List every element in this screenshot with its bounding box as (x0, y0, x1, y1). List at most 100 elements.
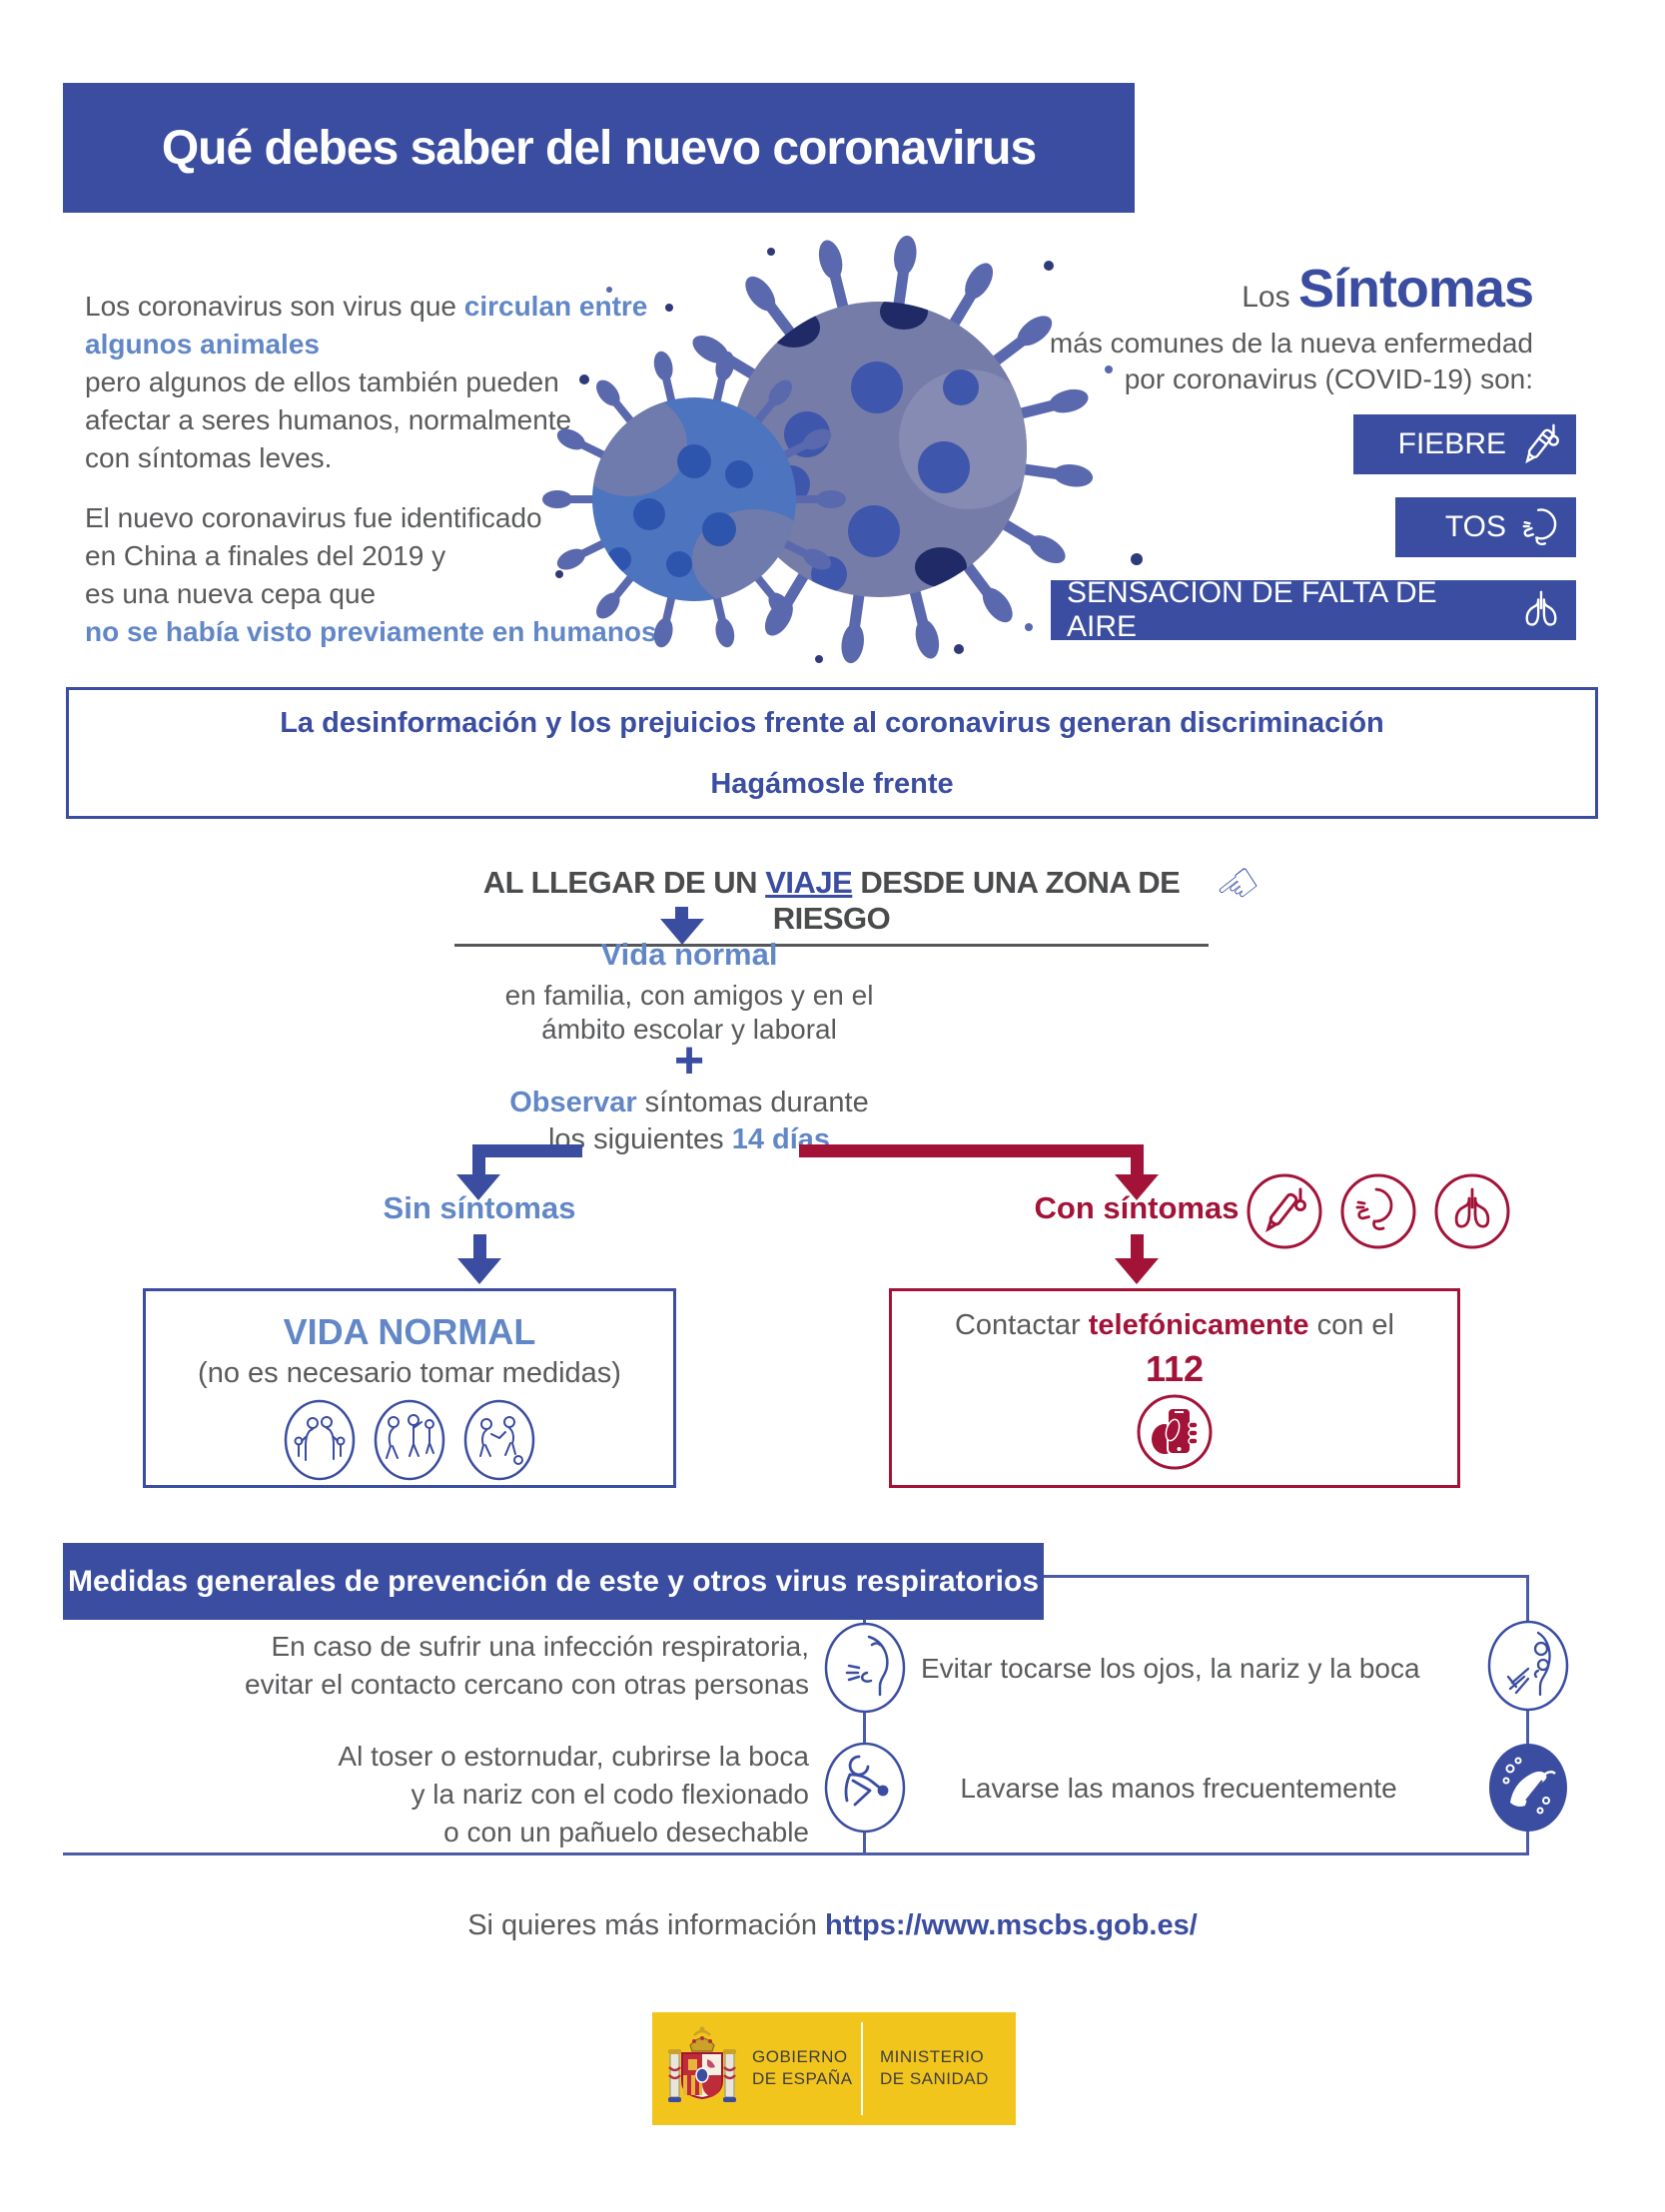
intro-text: Los coronavirus son virus que circulan e… (85, 288, 704, 651)
more-info-line: Si quieres más información https://www.m… (0, 1909, 1665, 1942)
connector-bottom-line (63, 1852, 1529, 1855)
symptom-badge-fiebre: FIEBRE (1353, 414, 1576, 474)
fever-circle-icon (1247, 1173, 1322, 1249)
coughing-face-icon (824, 1622, 906, 1714)
flow-vida-normal-title: Vida normal (600, 937, 778, 972)
con-sintomas-label: Con síntomas (1034, 1190, 1240, 1225)
intro-p1-line2: pero algunos de ellos también pueden (85, 367, 559, 397)
intro-paragraph-1: Los coronavirus son virus que circulan e… (85, 288, 704, 477)
symptom-badge-falta-de-aire: SENSACIÓN DE FALTA DE AIRE (1051, 576, 1576, 643)
branch-right-vbar (1131, 1144, 1144, 1176)
branch-left-hbar (472, 1144, 582, 1157)
lungs-circle-icon (1434, 1173, 1510, 1249)
branch-left-vbar (472, 1144, 485, 1176)
phone-in-hand-icon (1137, 1394, 1213, 1470)
intro-p1-accent: circulan entre algunos animales (85, 291, 648, 360)
badge-tos-label: TOS (1444, 510, 1506, 543)
observe-rest: síntomas durante (636, 1087, 869, 1118)
tip3-line3: o con un pañuelo desechable (443, 1817, 809, 1847)
flow-observe: Observar síntomas durante los siguientes… (340, 1085, 1039, 1158)
symptoms-section: Los Síntomas más comunes de la nueva enf… (1049, 258, 1534, 397)
cough-icon (1522, 508, 1557, 546)
branch-right-arrowhead (1115, 1174, 1159, 1200)
mscbs-link[interactable]: https://www.mscbs.gob.es/ (825, 1909, 1198, 1941)
gobierno-label: GOBIERNO DE ESPAÑA (752, 2046, 853, 2090)
friends-icon (374, 1399, 445, 1481)
tip-avoid-touching-face: Evitar tocarse los ojos, la nariz y la b… (921, 1650, 1480, 1688)
gobierno-line2: DE ESPAÑA (752, 2069, 853, 2088)
hand-point-icon: ☜ (1204, 851, 1272, 923)
flow-step-vida-normal: Vida normal en familia, con amigos y en … (390, 937, 989, 1047)
vida-normal-box: VIDA NORMAL (no es necesario tomar medid… (143, 1288, 676, 1488)
plus-sign: + (673, 1032, 705, 1090)
con-arrow-stem (1131, 1234, 1144, 1260)
ministerio-label: MINISTERIO DE SANIDAD (880, 2046, 989, 2090)
branch-left-arrowhead (456, 1174, 500, 1200)
ministerio-line2: DE SANIDAD (880, 2069, 989, 2088)
touching-face-icon (1487, 1620, 1569, 1712)
tip3-line2: y la nariz con el codo flexionado (411, 1779, 809, 1810)
awareness-line1: La desinformación y los prejuicios frent… (280, 707, 1384, 739)
observe-accent: Observar (509, 1087, 637, 1118)
intro-p2-accent: no se había visto previamente en humanos… (85, 616, 665, 647)
sin-arrow-stem (473, 1234, 486, 1260)
flow-arrow-down-1 (675, 907, 688, 921)
emergency-number: 112 (1145, 1348, 1205, 1389)
con-arrow-head (1115, 1258, 1159, 1284)
hand-washing-icon (1489, 1744, 1567, 1832)
cough-into-elbow-icon (824, 1742, 906, 1834)
tip1-line1: En caso de sufrir una infección respirat… (271, 1631, 810, 1662)
sin-arrow-head (457, 1258, 501, 1284)
intro-p2-line1: El nuevo coronavirus fue identificado (85, 502, 542, 533)
con-sintomas-icons (1245, 1171, 1512, 1251)
badge-aire-label: SENSACIÓN DE FALTA DE AIRE (1067, 576, 1437, 643)
flow-vida-normal-line1: en familia, con amigos y en el (504, 980, 874, 1011)
symptoms-line2: por coronavirus (COVID-19) son: (1124, 364, 1533, 394)
prevention-banner: Medidas generales de prevención de este … (63, 1543, 1044, 1620)
sin-sintomas-label: Sin síntomas (383, 1190, 576, 1225)
prevention-banner-label: Medidas generales de prevención de este … (67, 1564, 1040, 1598)
tip-infection-distance: En caso de sufrir una infección respirat… (160, 1628, 809, 1704)
lungs-icon (1525, 590, 1557, 626)
flow-arrow-down-1-head (660, 919, 704, 945)
flow-heading-pre: AL LLEGAR DE UN (482, 865, 766, 900)
ministerio-line1: MINISTERIO (880, 2047, 985, 2066)
coronavirus-illustration (489, 230, 1189, 669)
symptom-badge-tos: TOS (1395, 497, 1576, 557)
tip1-line2: evitar el contacto cercano con otras per… (245, 1669, 809, 1700)
contact-112-box: Contactar telefónicamente con el 112 (889, 1288, 1460, 1488)
cough-circle-icon (1340, 1173, 1416, 1249)
symptoms-title: Síntomas (1297, 259, 1534, 319)
tip3-line1: Al toser o estornudar, cubrirse la boca (338, 1741, 809, 1772)
logo-divider (861, 2022, 863, 2115)
thermometer-icon (1525, 423, 1559, 464)
connector-center-line (863, 1620, 866, 1855)
symptoms-prefix: Los (1242, 281, 1298, 314)
more-info-text: Si quieres más información (467, 1909, 826, 1941)
flow-heading: AL LLEGAR DE UN VIAJE DESDE UNA ZONA DE … (454, 865, 1209, 947)
flow-heading-viaje-link[interactable]: VIAJE (765, 865, 853, 900)
connector-right-line (1526, 1575, 1529, 1855)
intro-p1-line3: afectar a seres humanos, normalmente (85, 404, 572, 435)
badge-fiebre-label: FIEBRE (1397, 427, 1506, 460)
intro-p2-line3: es una nueva cepa que (85, 578, 377, 609)
branch-right-hbar (799, 1144, 1144, 1157)
page-title: Qué debes saber del nuevo coronavirus (161, 121, 1037, 175)
contact-pre: Contactar (954, 1309, 1089, 1341)
intro-p1-line4: con síntomas leves. (85, 442, 333, 473)
gobierno-line1: GOBIERNO (752, 2047, 848, 2066)
vida-normal-box-title: VIDA NORMAL (283, 1311, 536, 1352)
vida-normal-box-subtitle: (no es necesario tomar medidas) (198, 1357, 621, 1389)
symptoms-line1: más comunes de la nueva enfermedad (1049, 328, 1533, 359)
awareness-box: La desinformación y los prejuicios frent… (66, 687, 1598, 819)
intro-p2-line2: en China a finales del 2019 y (85, 540, 446, 571)
connector-top-line (1044, 1575, 1529, 1578)
header-banner: Qué debes saber del nuevo coronavirus (63, 83, 1135, 213)
awareness-line2: Hagámosle frente (710, 768, 954, 800)
spain-coat-of-arms (668, 2026, 736, 2102)
flow-vida-normal-line2: ámbito escolar y laboral (541, 1014, 837, 1045)
contact-post: con el (1308, 1309, 1395, 1341)
government-logo: GOBIERNO DE ESPAÑA MINISTERIO DE SANIDAD (652, 2012, 1016, 2125)
flow-heading-post: DESDE UNA ZONA DE RIESGO (772, 865, 1181, 936)
